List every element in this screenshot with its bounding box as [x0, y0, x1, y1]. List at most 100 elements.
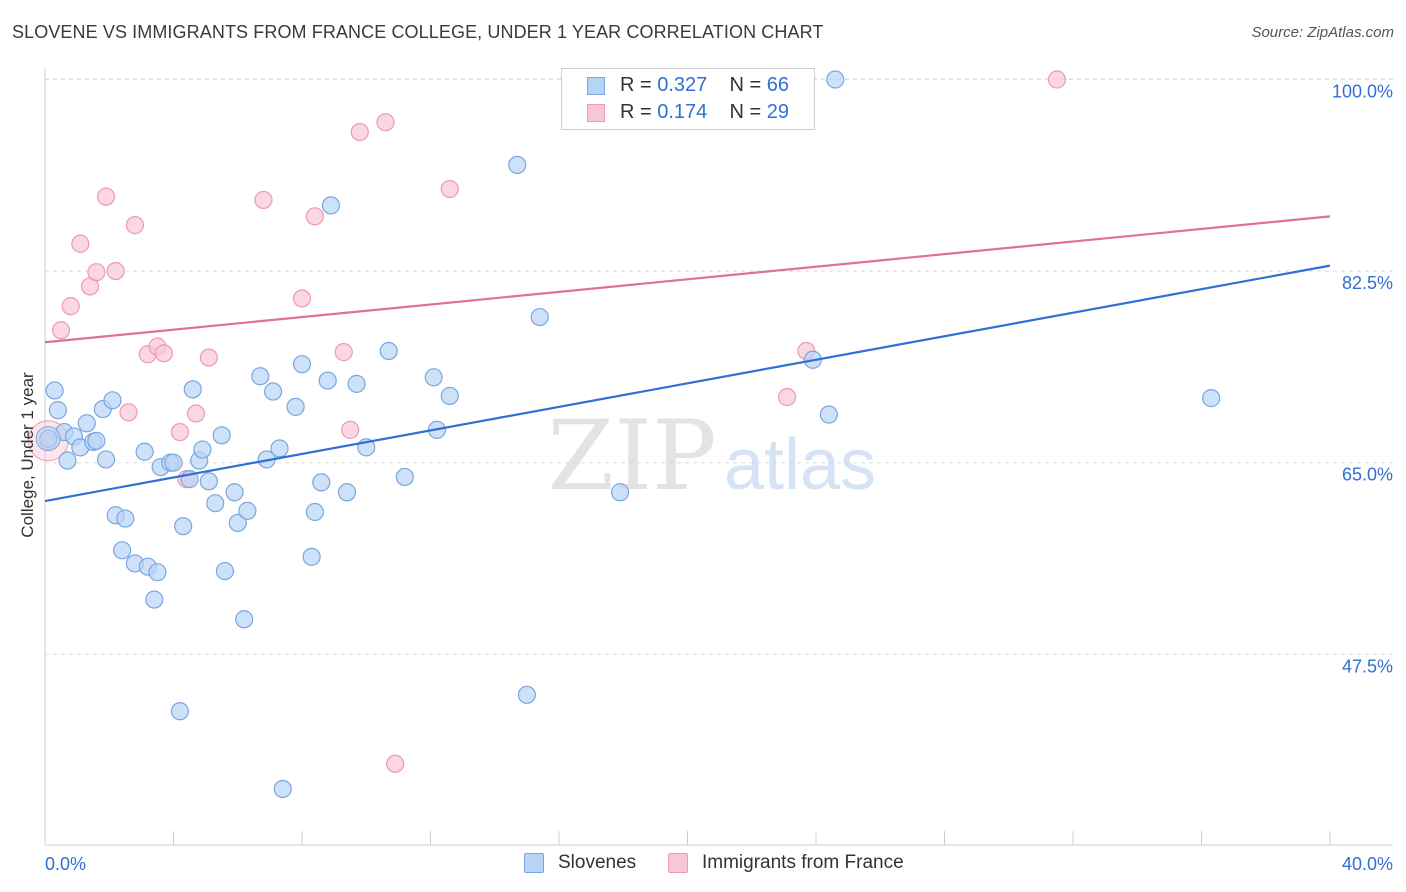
slovenes-point-large: [35, 426, 61, 452]
slovenes-point: [302, 547, 321, 566]
france-point: [186, 404, 206, 423]
watermark: ZIP atlas: [547, 400, 876, 512]
slovenes-point: [116, 509, 135, 528]
slovenes-point: [395, 467, 414, 487]
france-point: [305, 207, 324, 226]
slovenes-point: [337, 483, 357, 502]
france-point: [71, 234, 90, 253]
legend-swatch-slovenes: [524, 853, 544, 873]
slovenes-point: [112, 541, 132, 560]
slovenes-point: [819, 405, 838, 424]
legend-n-label: N =: [729, 74, 762, 96]
france-point: [51, 321, 71, 340]
france-point: [376, 113, 395, 132]
slovenes-point: [215, 561, 234, 581]
y-tick-label: 65.0%: [1342, 465, 1393, 485]
slovenes-point: [610, 483, 630, 502]
watermark-zip: ZIP: [547, 400, 716, 512]
trend-line-slovenes: [44, 264, 1331, 503]
slovenes-point: [508, 155, 527, 174]
france-point: [87, 263, 106, 282]
chart-title: SLOVENE VS IMMIGRANTS FROM FRANCE COLLEG…: [12, 22, 824, 42]
legend-r-value-immigrants: 0.174: [657, 101, 708, 123]
slovenes-point: [530, 307, 549, 327]
slovenes-point: [424, 368, 443, 387]
series-slovenes: [35, 70, 1221, 799]
source-label: Source: ZipAtlas.com: [1251, 24, 1394, 41]
france-point: [96, 187, 116, 206]
slovenes-point: [251, 367, 270, 386]
slovenes-point: [58, 451, 77, 470]
x-tick-label-max: 40.0%: [1342, 854, 1393, 874]
slovenes-point: [183, 380, 202, 399]
legend-n-value-immigrants: 29: [766, 101, 790, 123]
slovenes-point: [318, 371, 337, 390]
slovenes-point: [228, 513, 247, 533]
france-point: [170, 422, 190, 442]
axis-labels: 47.5% 65.0% 82.5% 100.0% 0.0% 40.0%: [45, 82, 1393, 875]
france-point: [61, 297, 80, 316]
slovenes-point: [77, 414, 96, 433]
france-point: [341, 420, 360, 439]
slovenes-point: [87, 431, 106, 450]
france-point: [292, 289, 312, 308]
slovenes-point: [48, 401, 67, 420]
slovenes-point: [212, 426, 231, 445]
slovenes-point: [96, 450, 116, 469]
slovenes-point: [1202, 389, 1221, 408]
france-point: [350, 122, 369, 142]
slovenes-point: [164, 453, 183, 472]
x-tick-label-min: 0.0%: [45, 854, 86, 874]
slovenes-point: [170, 702, 190, 721]
slovenes-point: [148, 563, 167, 582]
france-point: [386, 754, 405, 773]
france-point: [440, 179, 459, 199]
slovenes-point: [206, 494, 225, 513]
slovenes-point: [225, 483, 244, 502]
slovenes-point: [238, 501, 257, 520]
france-point: [125, 216, 145, 235]
y-tick-label: 47.5%: [1342, 656, 1393, 676]
france-point: [154, 344, 173, 363]
slovenes-point: [292, 355, 312, 374]
stats-legend: R = 0.327 N = 66 R = 0.174 N = 29: [561, 68, 815, 130]
legend-n-value-slovenes: 66: [766, 74, 790, 96]
slovenes-point: [321, 196, 341, 215]
y-tick-label: 82.5%: [1342, 273, 1393, 293]
slovenes-point: [440, 386, 459, 406]
france-point: [106, 262, 125, 281]
slovenes-point: [379, 341, 398, 361]
slovenes-point: [193, 440, 212, 459]
france-point: [334, 343, 353, 362]
slovenes-point: [103, 391, 122, 410]
legend-swatch-blue: [587, 77, 605, 95]
slovenes-point: [305, 502, 324, 522]
slovenes-point: [517, 685, 536, 704]
slovenes-point: [45, 381, 64, 400]
france-point: [199, 348, 218, 367]
france-point: [777, 387, 797, 407]
legend-label-slovenes: Slovenes: [558, 852, 637, 873]
legend-label-immigrants: Immigrants from France: [702, 852, 904, 873]
legend-r-label: R =: [620, 101, 652, 123]
france-point: [119, 403, 138, 422]
legend-swatch-pink: [587, 104, 605, 122]
slovenes-point: [263, 382, 283, 401]
axis-layer: [44, 68, 1393, 846]
slovenes-point: [199, 472, 218, 491]
slovenes-point: [273, 779, 292, 799]
trend-lines: [44, 215, 1331, 503]
slovenes-point: [826, 70, 845, 89]
legend-r-label: R =: [620, 74, 652, 96]
grid-layer: [45, 78, 1393, 655]
legend-r-value-slovenes: 0.327: [657, 74, 708, 96]
trend-line-france: [44, 215, 1331, 344]
legend-swatch-immigrants: [668, 853, 688, 873]
slovenes-point: [145, 590, 164, 609]
legend-n-label: N =: [729, 101, 762, 123]
slovenes-point: [286, 397, 305, 416]
slovenes-point: [312, 473, 331, 492]
slovenes-point: [347, 374, 366, 393]
watermark-atlas: atlas: [724, 425, 876, 505]
